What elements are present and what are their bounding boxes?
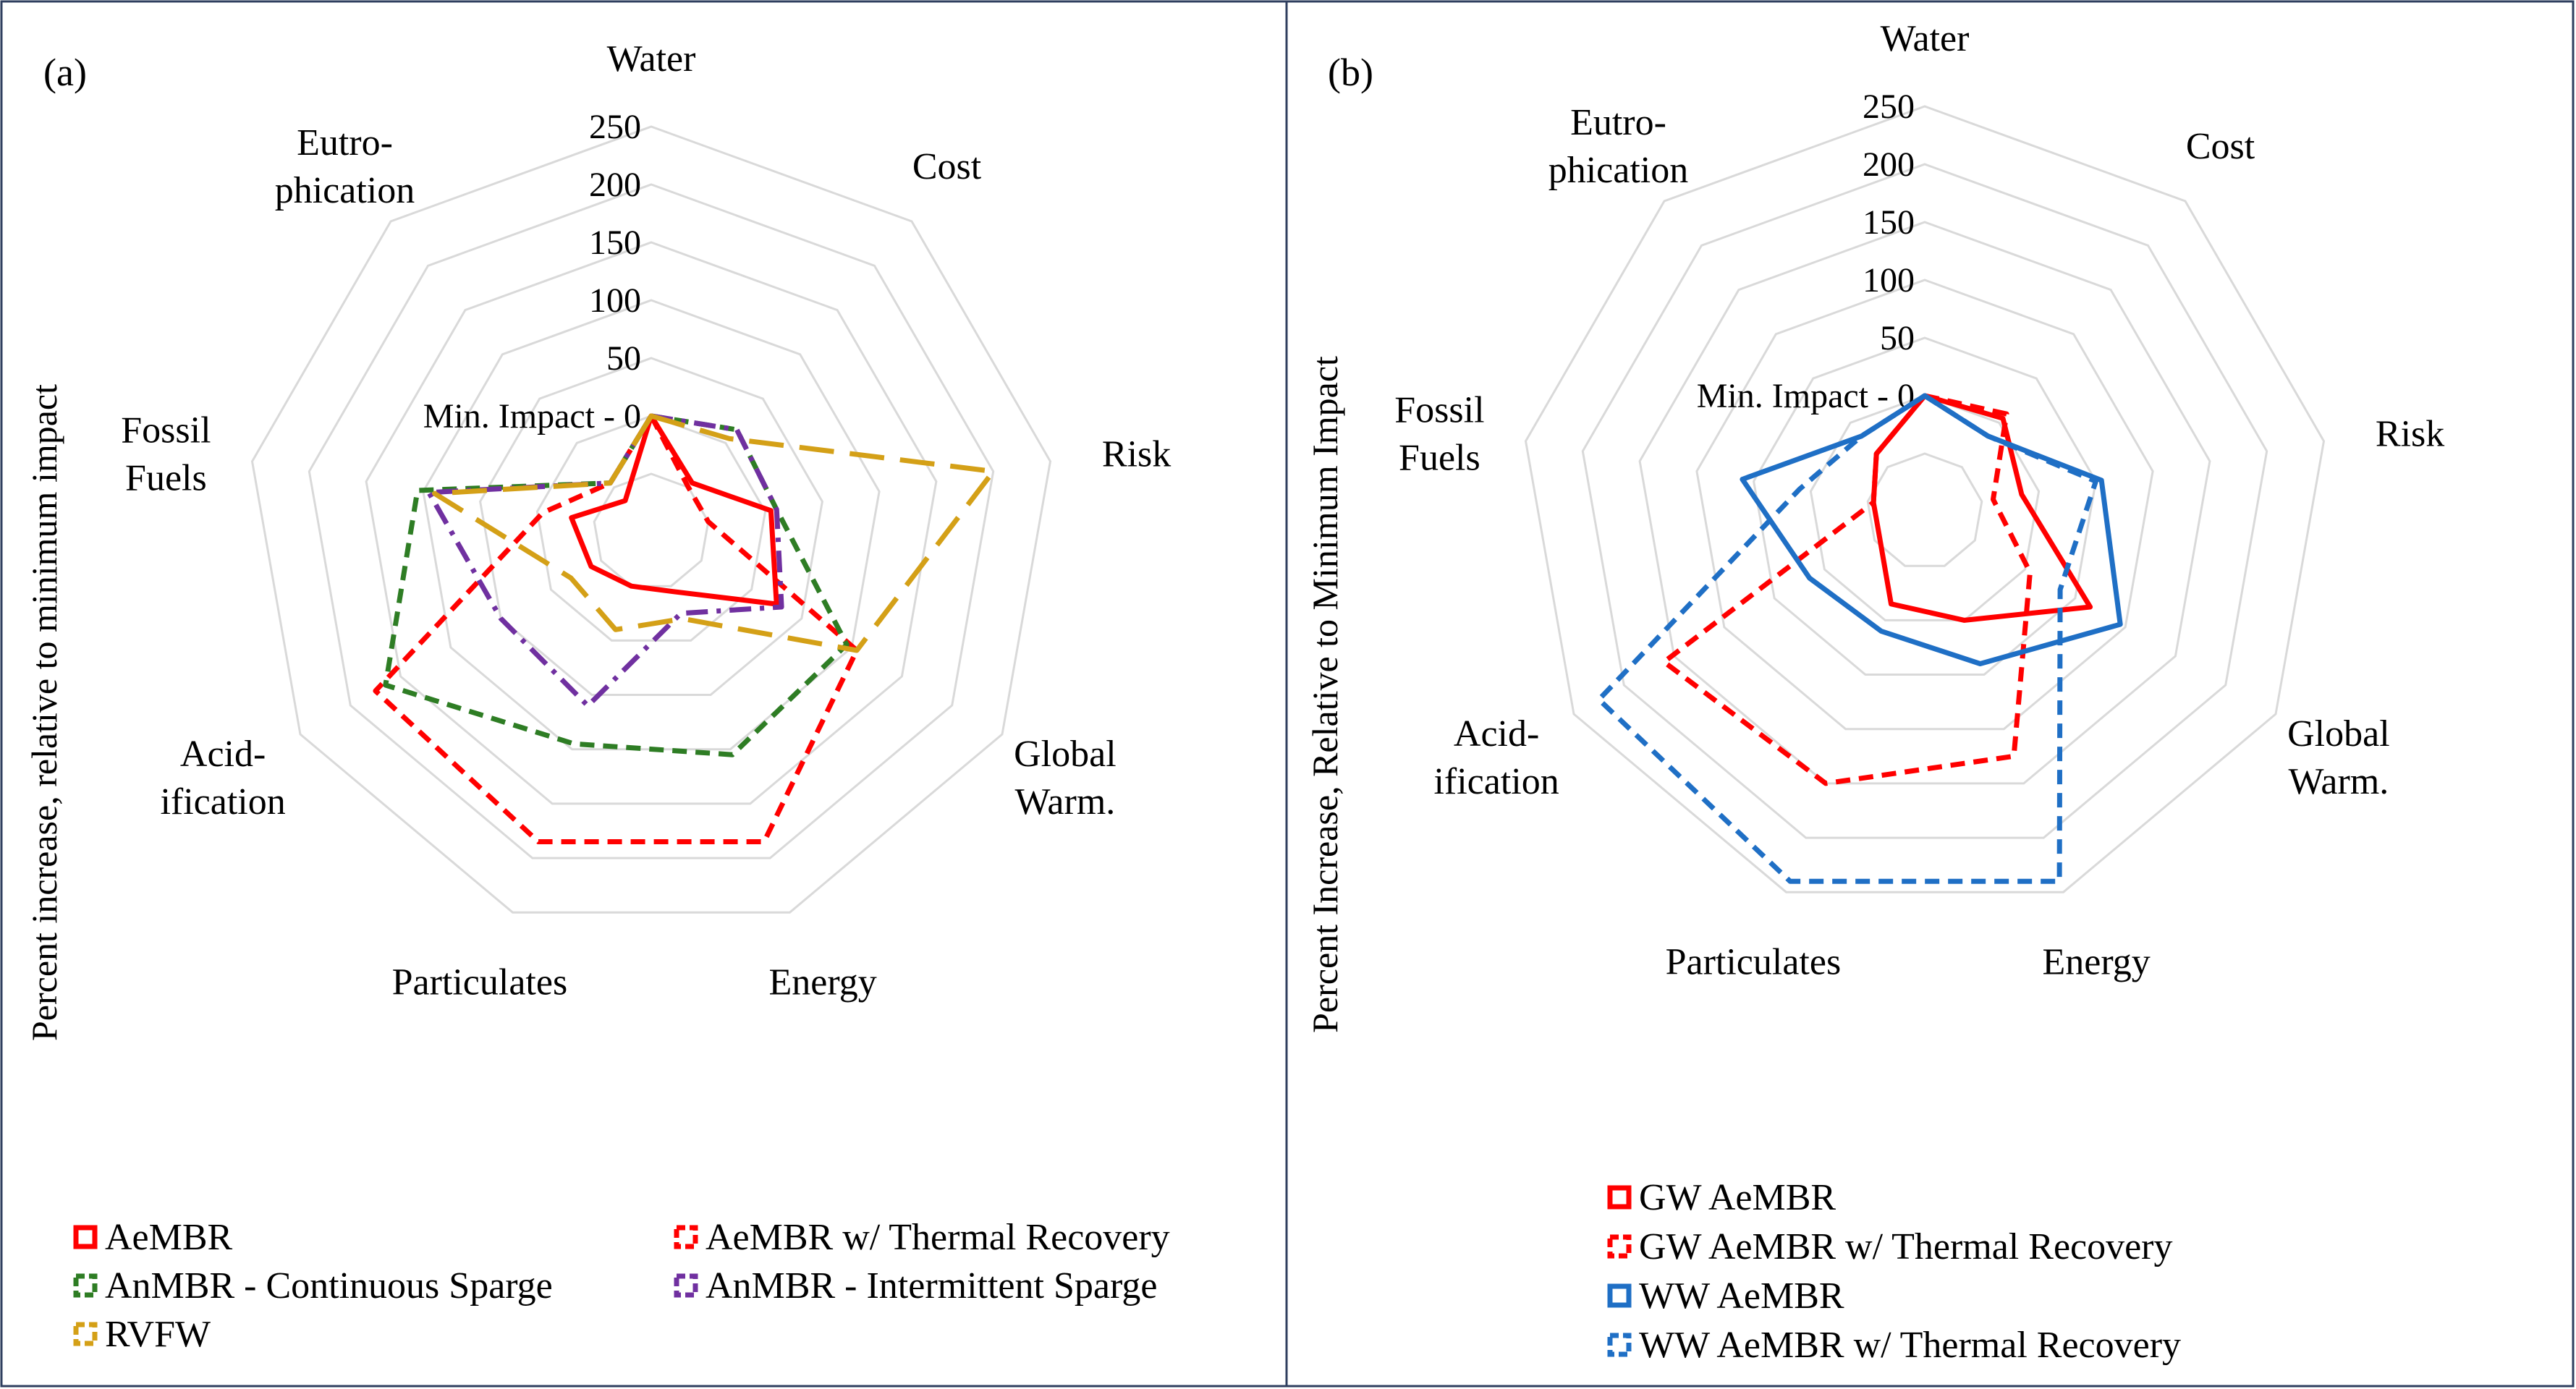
grid-ring: [1581, 163, 2268, 839]
legend-label-rvfw: RVFW: [105, 1314, 211, 1355]
legend-label-aembr: AeMBR: [105, 1217, 233, 1258]
legend-swatch-ww-aembr: [1607, 1283, 1632, 1308]
radar-chart-a: (a) Percent increase, relative to minimum…: [24, 38, 1171, 1355]
axis-label-eutro-phication: Eutro-phication: [275, 122, 415, 211]
r-tick-label: Min. Impact - 0: [423, 397, 641, 436]
grid-ring: [1753, 336, 2097, 676]
axis-label-global-warm: Global Warm.: [1014, 734, 1117, 823]
axis-label-energy: Energy: [768, 962, 876, 1003]
axis-label-energy: Energy: [2042, 942, 2150, 983]
series-ww-aembr-w-thermal-recovery: [1596, 393, 2098, 884]
grid-ring: [535, 415, 767, 642]
r-tick-label: 100: [1863, 261, 1915, 300]
series-aembr-w-thermal-recovery: [373, 413, 860, 844]
grid-ring: [1695, 279, 2154, 731]
grid-ring: [365, 241, 938, 805]
axis-label-cost: Cost: [912, 146, 982, 187]
r-tick-label: Min. Impact - 0: [1697, 377, 1915, 415]
axis-label-particulates: Particulates: [1666, 942, 1842, 983]
r-tick-label: 200: [1863, 145, 1915, 184]
legend-label-anmbr-intermittent-sparge: AnMBR - Intermittent Sparge: [706, 1265, 1157, 1307]
grid-ring: [1524, 105, 2326, 893]
axis-label-fossil-fuels: Fossil Fuels: [1394, 389, 1484, 478]
series-gw-aembr-w-thermal-recovery: [1661, 393, 2033, 786]
grid-ring: [250, 125, 1052, 914]
axis-label-cost: Cost: [2186, 126, 2255, 167]
axis-label-eutro-phication: Eutro-phication: [1548, 102, 1689, 191]
series-aembr: [569, 413, 779, 607]
legend-swatch-aembr: [73, 1225, 98, 1249]
series-rvfw: [432, 413, 996, 653]
r-tick-label: 50: [606, 339, 641, 378]
legend-swatch-anmbr-intermittent-sparge: [674, 1273, 698, 1298]
legend-label-anmbr-continuous-sparge: AnMBR - Continuous Sparge: [105, 1265, 553, 1307]
grid-ring: [308, 183, 995, 859]
panel-label: (a): [43, 51, 87, 94]
legend-label-gw-aembr-w-thermal-recovery: GW AeMBR w/ Thermal Recovery: [1639, 1226, 2173, 1267]
axis-label-acid-ification: Acid-ification: [160, 734, 285, 823]
r-tick-label: 250: [589, 108, 641, 146]
legend-swatch-rvfw: [73, 1322, 98, 1346]
y-axis-label: Percent increase, relative to minimum im…: [24, 384, 64, 1041]
legend-swatch-ww-aembr-w-thermal-recovery: [1607, 1333, 1632, 1357]
legend-swatch-anmbr-continuous-sparge: [73, 1273, 98, 1298]
axis-label-risk: Risk: [2376, 413, 2444, 454]
r-tick-label: 200: [589, 166, 641, 204]
r-tick-label: 150: [1863, 203, 1915, 242]
panel-label: (b): [1328, 51, 1373, 94]
grid-ring: [479, 357, 823, 696]
r-tick-label: 250: [1863, 88, 1915, 126]
grid-ring: [1866, 452, 1983, 567]
r-tick-label: 100: [589, 281, 641, 320]
radar-chart-b: (b) Percent Increase, Relative to Minimum…: [1305, 18, 2444, 1366]
r-tick-label: 150: [589, 224, 641, 262]
legend-swatch-gw-aembr-w-thermal-recovery: [1607, 1234, 1632, 1259]
axis-label-risk: Risk: [1102, 433, 1171, 475]
legend-label-gw-aembr: GW AeMBR: [1639, 1177, 1836, 1218]
axis-label-water: Water: [1881, 18, 1970, 59]
panel-frame-b: [1285, 0, 2575, 1388]
axis-label-water: Water: [607, 38, 696, 80]
legend-label-aembr-w-thermal-recovery: AeMBR w/ Thermal Recovery: [706, 1217, 1170, 1258]
axis-label-particulates: Particulates: [392, 962, 568, 1003]
legend-label-ww-aembr: WW AeMBR: [1639, 1275, 1844, 1317]
legend-label-ww-aembr-w-thermal-recovery: WW AeMBR w/ Thermal Recovery: [1639, 1325, 2181, 1366]
legend-swatch-aembr-w-thermal-recovery: [674, 1225, 698, 1249]
r-tick-label: 50: [1880, 319, 1915, 357]
axis-label-fossil-fuels: Fossil Fuels: [121, 409, 211, 498]
grid-ring: [1809, 394, 2041, 621]
series-anmbr-intermittent-sparge: [426, 413, 784, 709]
axis-label-acid-ification: Acid-ification: [1433, 713, 1559, 802]
grid-ring: [1638, 221, 2211, 785]
axis-label-global-warm: Global Warm.: [2287, 713, 2390, 802]
legend-swatch-gw-aembr: [1607, 1185, 1632, 1210]
y-axis-label: Percent Increase, Relative to Minimum Im…: [1305, 356, 1345, 1033]
series-ww-aembr: [1740, 393, 2123, 666]
